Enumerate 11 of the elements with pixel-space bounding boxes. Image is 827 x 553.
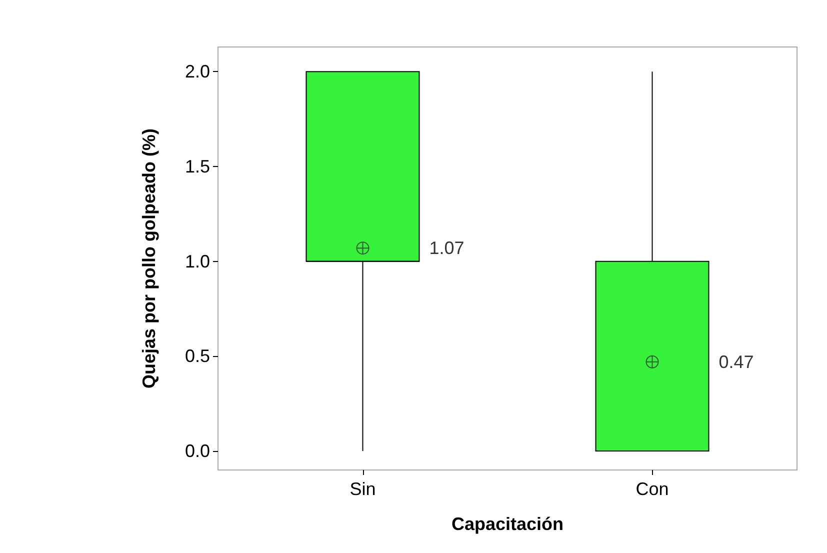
annotation: 0.47 <box>718 352 754 372</box>
annotation: 1.07 <box>429 238 464 258</box>
y-tick-label: 1.0 <box>184 251 210 272</box>
y-tick-label: 0.5 <box>184 346 210 366</box>
y-tick-label: 2.0 <box>184 62 210 82</box>
y-tick-label: 0.0 <box>184 441 210 462</box>
x-tick-label: Con <box>636 479 669 499</box>
y-axis-title: Quejas por pollo golpeado (%) <box>139 128 159 389</box>
x-axis-title: Capacitación <box>451 514 564 534</box>
y-tick-label: 1.5 <box>184 156 210 176</box>
x-tick-label: Sin <box>350 479 376 499</box>
